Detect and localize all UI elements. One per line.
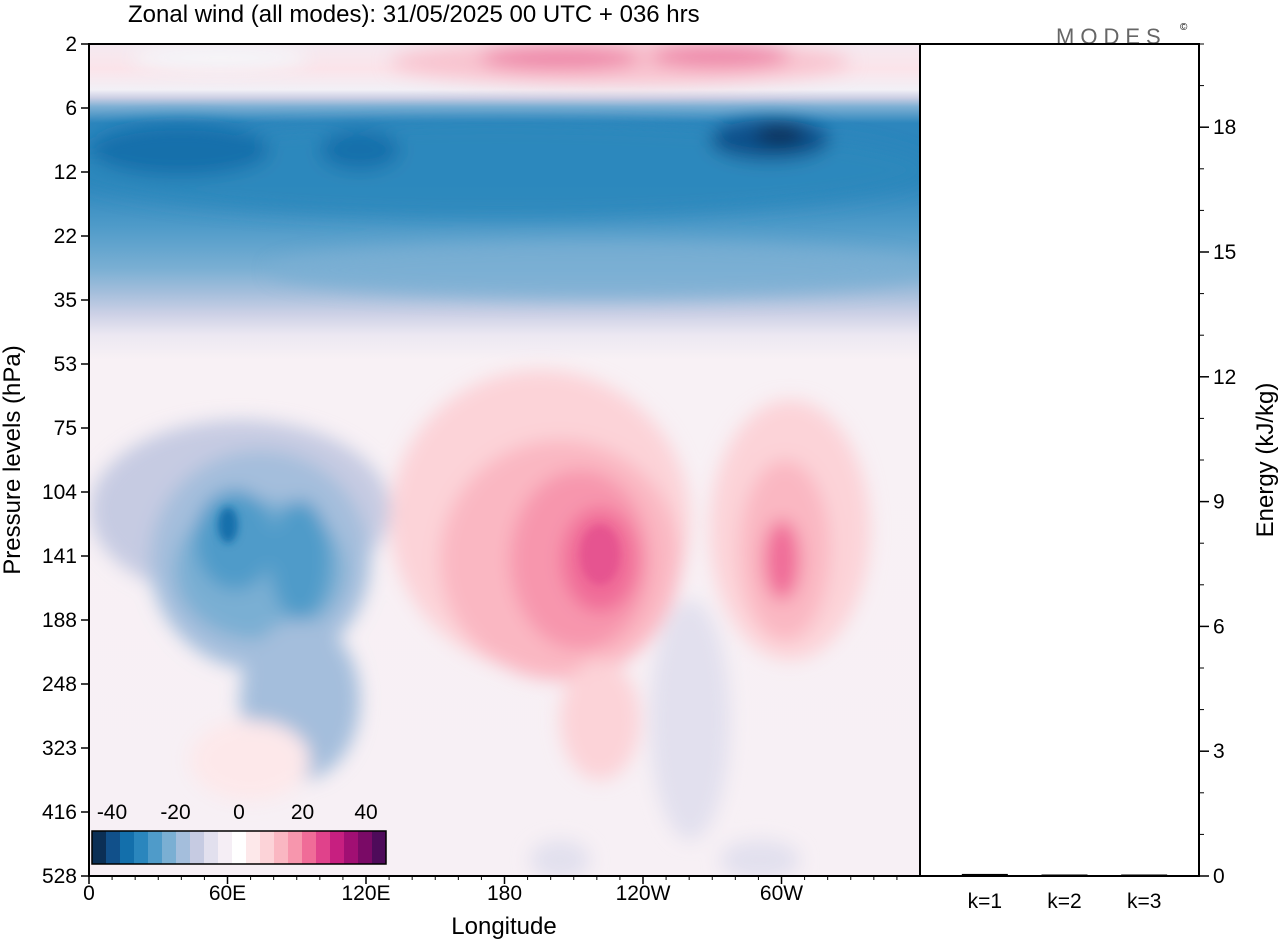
colorbar-swatch	[204, 831, 219, 864]
heatmap-axes: 0 60E 120E 180 120W 60W 2 6 12 22 35 53 75 104 141 188 2…	[42, 33, 898, 905]
y-axis-title: Pressure levels (hPa)	[0, 345, 26, 574]
colorbar-swatch	[372, 831, 387, 864]
colorbar-swatch	[218, 831, 233, 864]
colorbar-tick-label: 40	[354, 801, 377, 824]
energy-tick-label: 6	[1213, 615, 1225, 638]
colorbar-swatches	[92, 831, 387, 864]
energy-category-label: k=2	[1047, 890, 1081, 913]
energy-tick-label: 12	[1213, 366, 1236, 389]
colorbar-swatch	[232, 831, 247, 864]
y-tick-label: 248	[42, 673, 77, 696]
colorbar-swatch	[260, 831, 275, 864]
colorbar-swatch	[162, 831, 177, 864]
energy-plot-area	[920, 44, 1199, 876]
colorbar-swatch	[316, 831, 331, 864]
colorbar-swatch	[246, 831, 261, 864]
colorbar-tick-label: 0	[233, 801, 245, 824]
colorbar-swatch	[92, 831, 107, 864]
energy-category-label: k=3	[1127, 890, 1161, 913]
x-axis-title: Longitude	[451, 913, 556, 940]
colorbar-swatch	[134, 831, 149, 864]
y-tick-label: 22	[54, 225, 77, 248]
heatmap-field	[89, 44, 920, 876]
colorbar-swatch	[302, 831, 317, 864]
y-tick-label: 2	[65, 33, 77, 56]
energy-axes: 0 3 6 9 12 15 18 k=1 k=2 k=3	[968, 43, 1236, 913]
colorbar-tick-label: -20	[160, 801, 190, 824]
y-tick-label: 528	[42, 865, 77, 888]
y-tick-label: 323	[42, 737, 77, 760]
y-tick-label: 141	[42, 545, 77, 568]
colorbar-labels: -40 -20 0 20 40	[97, 801, 378, 824]
colorbar-swatch	[330, 831, 345, 864]
energy-tick-label: 18	[1213, 116, 1236, 139]
colorbar-swatch	[148, 831, 163, 864]
colorbar-swatch	[176, 831, 191, 864]
x-tick-label: 120W	[616, 882, 671, 905]
colorbar-swatch	[288, 831, 303, 864]
y-tick-label: 6	[65, 97, 77, 120]
chart-title: Zonal wind (all modes): 31/05/2025 00 UT…	[128, 1, 700, 28]
x-tick-label: 0	[83, 882, 95, 905]
energy-tick-label: 9	[1213, 491, 1225, 514]
colorbar-swatch	[120, 831, 135, 864]
energy-tick-label: 3	[1213, 740, 1225, 763]
colorbar-tick-label: -40	[97, 801, 127, 824]
energy-tick-label: 15	[1213, 241, 1236, 264]
colorbar-swatch	[106, 831, 121, 864]
logo-mark: ©	[1180, 22, 1188, 33]
energy-bar	[961, 873, 1008, 876]
colorbar-swatch	[190, 831, 205, 864]
energy-panel: 0 3 6 9 12 15 18 k=1 k=2 k=3 Energy (kJ/kg)	[919, 43, 1279, 913]
x-tick-label: 60E	[209, 882, 246, 905]
colorbar-swatch	[344, 831, 359, 864]
heatmap-panel	[89, 44, 920, 876]
y-tick-label: 104	[42, 481, 77, 504]
x-tick-label: 120E	[341, 882, 390, 905]
x-tick-label: 180	[487, 882, 522, 905]
y-tick-label: 12	[54, 161, 77, 184]
energy-category-label: k=1	[968, 890, 1002, 913]
colorbar: -40 -20 0 20 40	[91, 801, 387, 865]
colorbar-swatch	[274, 831, 289, 864]
energy-tick-label: 0	[1213, 865, 1225, 888]
colorbar-tick-label: 20	[291, 801, 314, 824]
x-tick-label: 60W	[760, 882, 803, 905]
colorbar-frame	[91, 830, 387, 865]
y-tick-label: 75	[54, 417, 77, 440]
y-tick-label: 188	[42, 609, 77, 632]
colorbar-swatch	[358, 831, 373, 864]
energy-axis-title: Energy (kJ/kg)	[1252, 383, 1279, 538]
y-tick-label: 53	[54, 353, 77, 376]
y-tick-label: 35	[54, 289, 77, 312]
y-tick-label: 416	[42, 801, 77, 824]
